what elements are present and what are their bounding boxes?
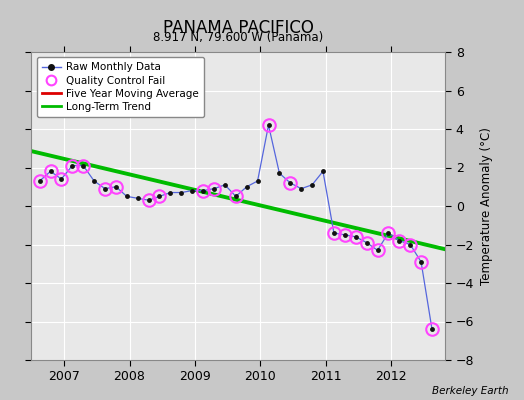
Title: PANAMA PACIFICO: PANAMA PACIFICO: [163, 18, 314, 36]
Text: Berkeley Earth: Berkeley Earth: [432, 386, 508, 396]
Text: 8.917 N, 79.600 W (Panama): 8.917 N, 79.600 W (Panama): [154, 31, 323, 44]
Y-axis label: Temperature Anomaly (°C): Temperature Anomaly (°C): [480, 127, 493, 285]
Legend: Raw Monthly Data, Quality Control Fail, Five Year Moving Average, Long-Term Tren: Raw Monthly Data, Quality Control Fail, …: [37, 57, 204, 117]
